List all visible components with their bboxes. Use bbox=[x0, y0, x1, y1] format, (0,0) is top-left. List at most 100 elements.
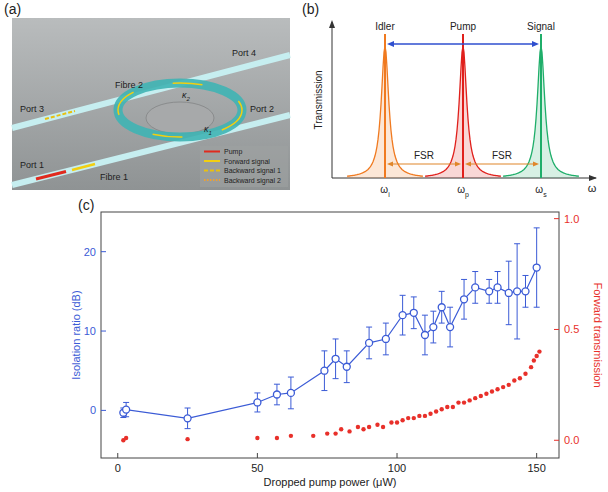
point bbox=[406, 416, 410, 420]
fsr-label: FSR bbox=[492, 150, 512, 161]
point bbox=[533, 264, 540, 271]
y-tick bbox=[101, 410, 106, 411]
symbol: ω bbox=[380, 184, 388, 195]
panel-b: (b)TransmissionωIdlerωiPumpωpSignalωsFSR… bbox=[302, 1, 597, 199]
point bbox=[522, 288, 529, 295]
point bbox=[490, 389, 494, 393]
axis bbox=[332, 22, 333, 178]
peak-line bbox=[384, 34, 386, 178]
data bbox=[120, 228, 542, 443]
error-bar bbox=[430, 311, 436, 343]
legend-label: Backward signal 1 bbox=[224, 167, 281, 175]
point bbox=[287, 389, 294, 396]
point bbox=[395, 420, 399, 424]
point bbox=[375, 423, 379, 427]
subscript: 1 bbox=[209, 130, 212, 136]
error-bar bbox=[366, 327, 372, 359]
x-tick-label: 150 bbox=[527, 462, 545, 474]
photo-background bbox=[12, 18, 290, 190]
x-tick-label: 0 bbox=[115, 462, 121, 474]
fsr-arrow bbox=[470, 163, 534, 164]
point bbox=[325, 431, 329, 435]
point bbox=[124, 436, 128, 440]
x-tick bbox=[257, 453, 258, 458]
legend-swatch bbox=[204, 151, 220, 153]
legend-label: Backward signal 2 bbox=[224, 177, 281, 185]
error-bar bbox=[333, 339, 339, 379]
point bbox=[532, 358, 536, 362]
tick-label: ωi bbox=[380, 184, 390, 198]
point bbox=[185, 437, 189, 441]
point bbox=[255, 436, 259, 440]
peak-label: Pump bbox=[450, 21, 477, 32]
point bbox=[333, 431, 337, 435]
error-bar bbox=[254, 393, 260, 412]
peak-label: Signal bbox=[527, 21, 555, 32]
panel-a: (a)Fibre 2Port 4Port 3Port 2Fibre 1Port … bbox=[4, 1, 290, 190]
x-axis-title: Dropped pump power (μW) bbox=[264, 476, 397, 488]
symbol: ω bbox=[535, 184, 543, 195]
point bbox=[417, 414, 421, 418]
error-bar bbox=[288, 377, 294, 409]
error-bar bbox=[447, 307, 453, 347]
port-label: Port 1 bbox=[20, 160, 44, 170]
point bbox=[184, 415, 191, 422]
legend: PumpForward signalBackward signal 1Backw… bbox=[200, 146, 288, 187]
legend-swatch bbox=[204, 160, 220, 162]
y2-tick bbox=[554, 329, 559, 330]
x-tick bbox=[117, 453, 118, 458]
y2-tick bbox=[554, 218, 559, 219]
peak-line bbox=[540, 34, 542, 178]
legend-label: Forward signal bbox=[224, 158, 270, 166]
plot-frame bbox=[101, 212, 559, 458]
point bbox=[381, 425, 385, 429]
point bbox=[534, 354, 538, 358]
point bbox=[484, 392, 488, 396]
point bbox=[479, 394, 483, 398]
error-bar bbox=[400, 295, 406, 335]
figure: (a)Fibre 2Port 4Port 3Port 2Fibre 1Port … bbox=[0, 0, 608, 492]
panel-letter: (c) bbox=[78, 197, 94, 213]
label-patch bbox=[412, 149, 436, 161]
peak-label: Idler bbox=[375, 21, 395, 32]
point bbox=[486, 288, 493, 295]
point bbox=[514, 288, 521, 295]
point bbox=[461, 296, 468, 303]
subscript: s bbox=[543, 191, 547, 198]
point bbox=[428, 411, 432, 415]
point bbox=[367, 425, 371, 429]
point bbox=[494, 284, 501, 291]
point bbox=[451, 405, 455, 409]
point bbox=[347, 429, 351, 433]
error-bar bbox=[534, 228, 540, 307]
y2-tick-label: 1.0 bbox=[564, 213, 579, 225]
port-label: Port 3 bbox=[20, 104, 44, 114]
point bbox=[512, 378, 516, 382]
point bbox=[537, 349, 541, 353]
y2-tick-label: 0.0 bbox=[564, 434, 579, 446]
y-axis-title: Isolation ratio (dB) bbox=[70, 290, 82, 379]
point bbox=[523, 372, 527, 376]
fibre-label: Fibre 1 bbox=[100, 172, 128, 182]
subscript: 2 bbox=[186, 96, 191, 102]
error-bar bbox=[344, 351, 350, 383]
point bbox=[501, 385, 505, 389]
point bbox=[430, 324, 437, 331]
y-tick-label: 10 bbox=[84, 325, 96, 337]
point bbox=[400, 418, 404, 422]
error-bar bbox=[461, 279, 467, 319]
point bbox=[289, 434, 293, 438]
y-tick-label: 0 bbox=[90, 404, 96, 416]
point bbox=[438, 304, 445, 311]
series bbox=[120, 228, 540, 429]
point bbox=[462, 400, 466, 404]
error-bar bbox=[506, 261, 512, 324]
panel-letter: (a) bbox=[4, 1, 21, 17]
point bbox=[445, 405, 449, 409]
point bbox=[254, 399, 261, 406]
point bbox=[529, 365, 533, 369]
x-tick bbox=[397, 453, 398, 458]
point bbox=[472, 284, 479, 291]
axis-title: Transmission bbox=[313, 70, 324, 129]
point bbox=[366, 339, 373, 346]
